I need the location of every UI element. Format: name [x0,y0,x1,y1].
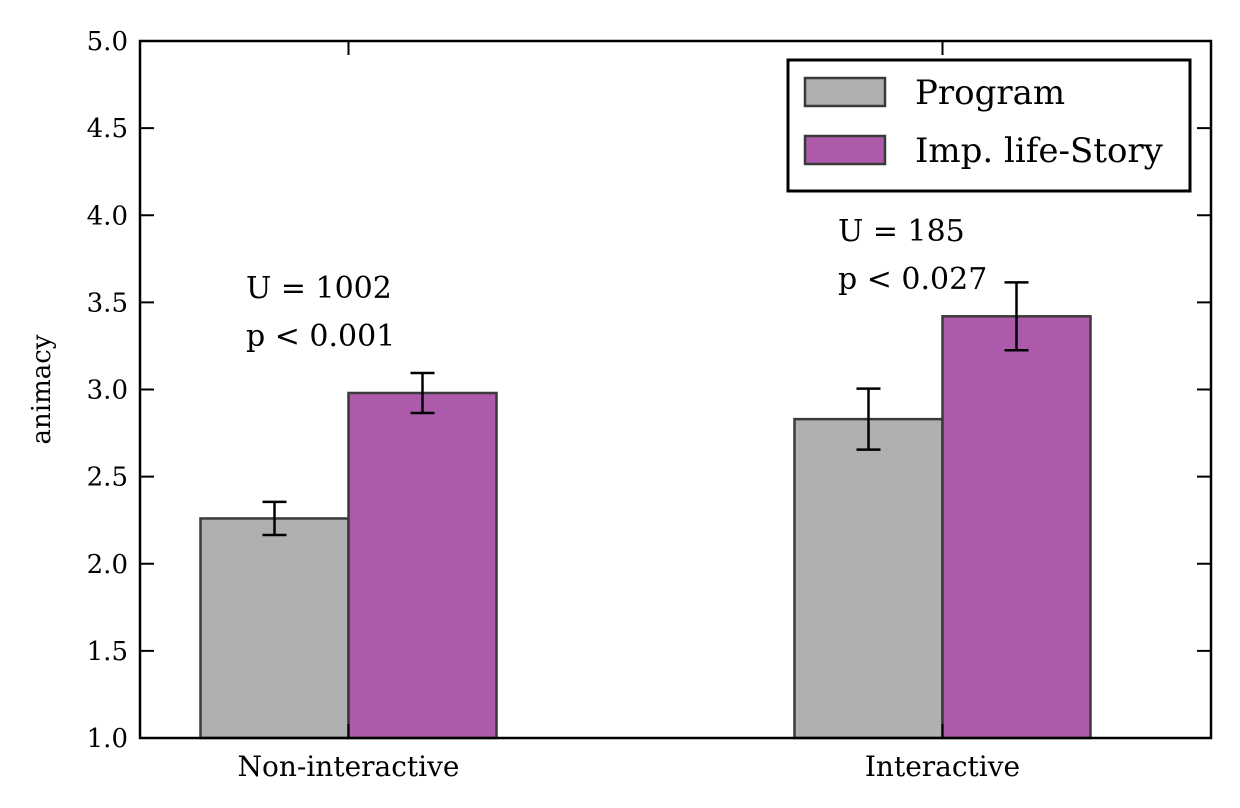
y-tick-label-1: 1.5 [87,637,128,667]
y-tick-label-3: 2.5 [87,463,128,493]
y-tick-label-2: 2.0 [87,550,128,580]
y-tick-label-5: 3.5 [87,288,128,318]
bar-1-1 [941,315,1092,740]
category-labels: Non-interactive Interactive [237,750,1020,783]
legend: Program Imp. life-Story [786,58,1192,193]
annotation-u-0: U = 1002 [246,271,392,306]
bar-0-0 [199,517,350,740]
annotation-p-0: p < 0.001 [246,319,395,354]
bar-1-0 [347,391,498,740]
y-tick-label-6: 4.0 [87,201,128,231]
y-tick-label-4: 3.0 [87,376,128,406]
annotations: U = 1002 p < 0.001 U = 185 p < 0.027 [246,214,987,354]
bar-0-1 [793,417,944,740]
bars-layer [199,315,1092,740]
x-tick-label-1: Interactive [865,750,1020,783]
y-tick-label-0: 1.0 [87,724,128,754]
x-tick-label-0: Non-interactive [237,750,459,783]
y-tick-label-8: 5.0 [87,27,128,57]
legend-swatch-1 [803,134,887,166]
legend-swatch-0 [803,76,887,108]
y-tick-label-7: 4.5 [87,114,128,144]
annotation-p-1: p < 0.027 [838,262,987,297]
ticks-layer: 1.0 1.5 2.0 2.5 3.0 3.5 4.0 4.5 5.0 [87,27,1211,754]
annotation-u-1: U = 185 [838,214,965,249]
y-axis-label: animacy [27,334,57,444]
legend-label-1: Imp. life-Story [915,131,1164,171]
error-bars-layer [262,281,1029,537]
legend-label-0: Program [915,73,1065,113]
